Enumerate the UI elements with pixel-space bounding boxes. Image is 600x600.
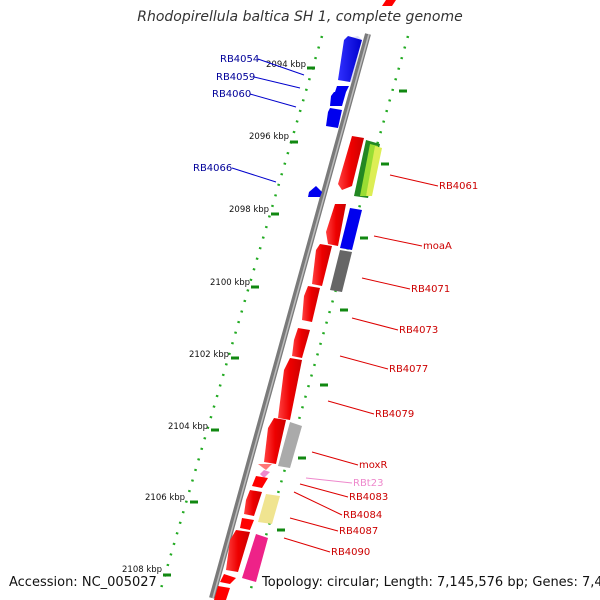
genome-backbone [209,33,371,599]
gene-feature [278,422,302,468]
gene-label: moaA [423,241,452,252]
gene-feature [330,250,352,292]
genome-backbone-highlight [212,33,370,599]
gene-feature [260,470,270,478]
gene-label: RB4090 [331,547,370,558]
reverse-gene-labels: RB4061 moaA RB4071 RB4073 RB4077 RB4079 … [331,181,478,558]
gene-label: RB4079 [375,409,414,420]
accession-footer: Accession: NC_005027 [9,575,157,590]
reverse-genes [214,0,396,600]
inner-scale-track [158,35,324,593]
gene-feature [302,286,320,322]
length-value: 7,145,576 bp [437,575,524,590]
gene-label: RB4083 [349,492,388,503]
gene-feature [220,574,236,584]
gene-feature [330,92,346,106]
genes-value: 7,405 [581,575,600,590]
gene-label: RB4054 [220,54,259,65]
gene-feature [226,530,250,572]
gene-feature [338,136,364,190]
tick-label: 2100 kbp [210,278,250,288]
gene-feature [252,476,268,488]
reverse-leader-lines [283,174,439,553]
accession-label: Accession: [9,575,78,590]
gene-feature [335,86,349,92]
gene-feature [366,146,382,196]
rna-leader-line [305,477,353,484]
gene-feature [278,358,302,420]
forward-gene-labels: RB4054 RB4059 RB4060 RB4066 [193,54,259,174]
tick-label: 2096 kbp [249,132,289,142]
accession-value: NC_005027 [81,575,157,590]
tick-label: 2094 kbp [266,60,306,70]
genome-title: Rhodopirellula baltica SH 1, complete ge… [137,9,463,25]
gene-label: RB4084 [343,510,382,521]
gene-label: RB4073 [399,325,438,336]
gene-feature [340,208,362,250]
scale-tick-labels: 2094 kbp 2096 kbp 2098 kbp 2100 kbp 2102… [122,60,306,575]
tick-label: 2106 kbp [145,493,185,503]
outer-tick-marks [277,89,407,532]
genes-label: Genes: [532,575,578,590]
topology-value: circular [326,575,376,590]
gene-label: RB4087 [339,526,378,537]
gene-label: RB4060 [212,89,251,100]
forward-leader-lines [231,58,305,183]
tick-label: 2102 kbp [189,350,229,360]
forward-genes [308,36,362,197]
gene-feature [382,0,396,6]
gene-label: moxR [359,460,387,471]
gene-label: RB4066 [193,163,232,174]
gene-feature [240,518,254,530]
gene-feature [292,328,310,358]
gene-label: RB4059 [216,72,255,83]
gene-feature [264,418,286,464]
genome-summary-footer: Topology: circular; Length: 7,145,576 bp… [262,575,600,590]
topology-label: Topology: [262,575,323,590]
gene-feature [338,36,362,82]
gene-feature [326,108,342,128]
gene-label-rna: RBt23 [353,478,383,489]
gene-feature [244,490,262,516]
gene-feature [258,494,280,524]
gene-feature [258,464,272,470]
gene-label: RB4077 [389,364,428,375]
tick-label: 2104 kbp [168,422,208,432]
length-label: Length: [383,575,433,590]
gene-feature [242,534,268,582]
gene-label: RB4071 [411,284,450,295]
tick-label: 2098 kbp [229,205,269,215]
gene-feature [308,186,322,197]
gene-feature [326,204,346,246]
gene-label: RB4061 [439,181,478,192]
gene-feature [312,244,332,286]
tick-label: 2108 kbp [122,565,162,575]
gene-feature [214,586,230,600]
scale-tick-marks [163,66,315,577]
